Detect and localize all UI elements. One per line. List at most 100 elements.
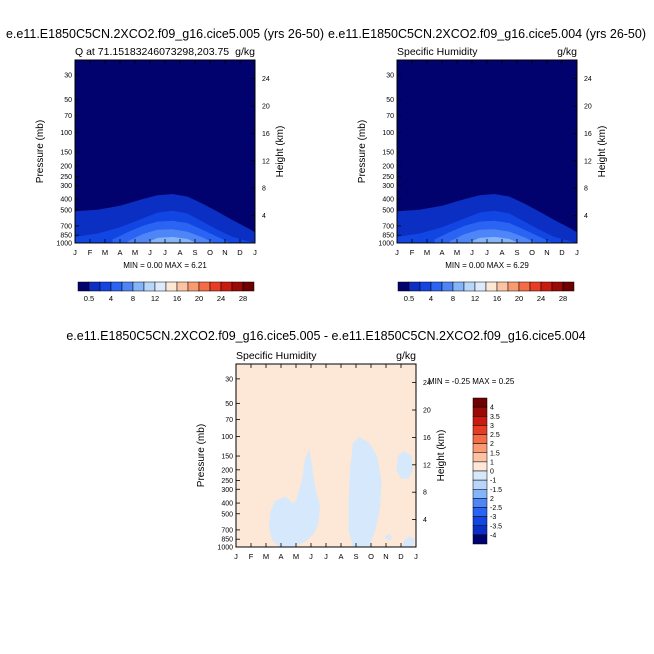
y-tick-label: 1000	[378, 241, 394, 248]
y-tick-label: 50	[225, 401, 233, 408]
x-tick-label: M	[132, 248, 138, 257]
colorbar-swatch	[242, 281, 255, 292]
x-tick-label: O	[368, 552, 374, 561]
colorbar-swatch	[472, 534, 488, 545]
colorbar-label: 4	[490, 405, 494, 412]
colorbar-swatch	[143, 281, 156, 292]
x-tick-label: J	[324, 552, 328, 561]
chart-subtitle-left: Specific Humidity	[397, 46, 478, 58]
x-tick-label: F	[410, 248, 415, 257]
x-tick-label: J	[309, 552, 313, 561]
colorbar-label: 24	[537, 294, 545, 303]
colorbar-swatch	[187, 281, 200, 292]
y2-axis-label: Height (km)	[275, 126, 286, 178]
x-tick-label: A	[439, 248, 444, 257]
x-tick-label: A	[338, 552, 343, 561]
colorbar-swatch	[408, 281, 421, 292]
colorbar-swatch	[88, 281, 101, 292]
colorbar-label: 2	[490, 496, 494, 503]
colorbar-swatch	[452, 281, 465, 292]
x-tick-label: A	[177, 248, 182, 257]
colorbar: 0.5 4 8 12 16 20 24 28	[77, 281, 255, 303]
colorbar-label: 4	[429, 294, 433, 303]
colorbar-label: -2.5	[490, 505, 502, 512]
y-tick-label: 1000	[217, 545, 233, 552]
y-tick-label: 500	[382, 207, 394, 214]
colorbar-swatch	[419, 281, 432, 292]
y2-tick-label: 20	[423, 408, 431, 415]
colorbar-label: 8	[451, 294, 455, 303]
colorbar-swatch	[176, 281, 189, 292]
x-tick-label: M	[102, 248, 108, 257]
contour-level-5	[147, 236, 197, 243]
y-tick-label: 850	[221, 537, 233, 544]
colorbar-swatch	[463, 281, 476, 292]
y2-tick-label: 24	[584, 76, 592, 83]
colorbar-swatch	[472, 397, 488, 408]
colorbar-swatch	[507, 281, 520, 292]
colorbar-swatch	[529, 281, 542, 292]
colorbar-swatch	[165, 281, 178, 292]
colorbar: 4 3.5 3 2.5 2 1.5 1 0 -1 -1.5 2 -2.5 -3 -3.5 -4	[472, 397, 502, 545]
colorbar-label: 0	[490, 469, 494, 476]
colorbar-swatch	[441, 281, 454, 292]
colorbar-swatch	[472, 434, 488, 444]
colorbar-label: 16	[173, 294, 181, 303]
negative-region-5	[384, 533, 392, 541]
colorbar-swatch	[472, 461, 488, 472]
colorbar-swatch	[99, 281, 112, 292]
colorbar-label: 20	[515, 294, 523, 303]
y2-tick-label: 20	[584, 104, 592, 111]
min-max-text: MIN = -0.25 MAX = 0.25	[428, 377, 515, 386]
y-tick-label: 200	[382, 163, 394, 170]
x-tick-label: J	[575, 248, 579, 257]
x-tick-label: F	[249, 552, 254, 561]
x-tick-label: F	[88, 248, 93, 257]
colorbar-label: 0.5	[84, 294, 94, 303]
x-tick-label: N	[222, 248, 227, 257]
colorbar-swatch	[472, 507, 488, 517]
x-tick-label: J	[414, 552, 418, 561]
contour-fills	[397, 60, 577, 243]
y2-axis-label: Height (km)	[597, 126, 608, 178]
colorbar-swatch	[430, 281, 443, 292]
x-tick-label: J	[253, 248, 257, 257]
colorbar-label: 24	[217, 294, 225, 303]
colorbar-swatch	[562, 281, 575, 292]
y2-tick-label: 4	[262, 213, 266, 220]
chart-title: e.e11.E1850C5CN.2XCO2.f09_g16.cice5.005 …	[66, 329, 585, 343]
colorbar-label: 8	[131, 294, 135, 303]
chart-panel-1: e.e11.E1850C5CN.2XCO2.f09_g16.cice5.005 …	[6, 27, 324, 303]
colorbar-label: 3	[490, 423, 494, 430]
y-tick-label: 100	[382, 130, 394, 137]
y2-tick-label: 8	[584, 186, 588, 193]
y-tick-label: 1000	[56, 241, 72, 248]
colorbar-swatch	[472, 498, 488, 508]
y-tick-label: 100	[221, 434, 233, 441]
colorbar-swatch	[518, 281, 531, 292]
y-tick-label: 100	[60, 130, 72, 137]
x-tick-label: D	[559, 248, 565, 257]
colorbar-swatch	[231, 281, 244, 292]
y-tick-label: 400	[221, 501, 233, 508]
y2-tick-label: 16	[423, 435, 431, 442]
colorbar-swatch	[496, 281, 509, 292]
colorbar-swatch	[121, 281, 134, 292]
colorbar-swatch	[540, 281, 553, 292]
colorbar-label: 12	[471, 294, 479, 303]
colorbar-swatch	[472, 489, 488, 499]
contour-fills	[236, 364, 416, 547]
y-tick-label: 250	[221, 478, 233, 485]
y2-tick-label: 16	[262, 131, 270, 138]
chart-title: e.e11.E1850C5CN.2XCO2.f09_g16.cice5.005 …	[6, 27, 324, 41]
contour-fills	[75, 60, 255, 243]
y-tick-label: 250	[382, 174, 394, 181]
colorbar-label: 3.5	[490, 414, 500, 421]
x-tick-label: J	[234, 552, 238, 561]
x-tick-label: N	[544, 248, 549, 257]
y-tick-label: 50	[386, 97, 394, 104]
y-tick-label: 50	[64, 97, 72, 104]
y2-tick-label: 8	[423, 490, 427, 497]
negative-region-4	[402, 536, 415, 547]
chart-units: g/kg	[396, 350, 416, 362]
